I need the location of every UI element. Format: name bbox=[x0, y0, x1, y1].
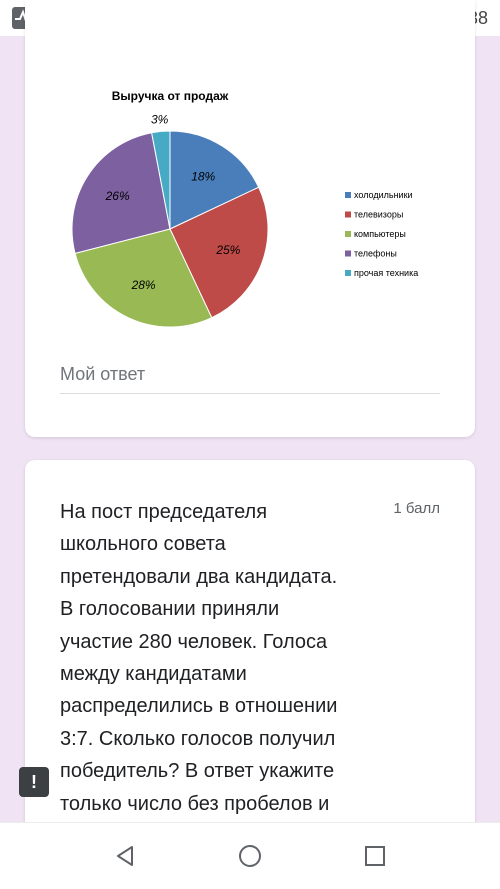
question-card: На пост председателя школьного совета прет… bbox=[25, 460, 475, 880]
legend-swatch bbox=[345, 211, 351, 218]
question-line: 3:7. Сколько голосов получил bbox=[60, 727, 336, 750]
question-line: распределились в отношении bbox=[60, 695, 338, 718]
legend-label: телевизоры bbox=[354, 210, 403, 220]
pie-slice bbox=[169, 130, 260, 230]
legend-swatch bbox=[345, 231, 351, 237]
question-line: участие 280 человек. Голоса bbox=[60, 630, 328, 653]
pie-slice bbox=[74, 228, 213, 328]
legend-label: холодильники bbox=[354, 190, 413, 200]
points-label: 1 балл bbox=[393, 500, 440, 517]
legend-label: телефоны bbox=[354, 249, 397, 259]
slice-label: 26% bbox=[105, 189, 130, 203]
question-card-chart: Выручка от продаж 18% 25% 28% 26% 3% холодил… bbox=[25, 0, 475, 437]
legend-label: компьютеры bbox=[354, 229, 406, 239]
legend-swatch bbox=[345, 192, 351, 198]
slice-label: 28% bbox=[131, 278, 156, 292]
question-line: В голосовании приняли bbox=[60, 598, 280, 621]
question-line: На пост председателя bbox=[60, 501, 268, 523]
back-triangle-icon[interactable] bbox=[110, 841, 140, 871]
home-circle-icon[interactable] bbox=[235, 841, 265, 871]
pie-chart: Выручка от продаж 18% 25% 28% 26% 3% холодил… bbox=[71, 89, 418, 328]
pie-slice bbox=[169, 186, 269, 319]
question-line: претендовали два кандидата. bbox=[60, 565, 338, 588]
chart-title: Выручка от продаж bbox=[112, 89, 229, 103]
question-text: На пост председателя школьного совета прет… bbox=[60, 496, 378, 820]
question-line: только число без пробелов и bbox=[60, 792, 330, 815]
pie-slice bbox=[151, 130, 171, 230]
slice-label: 3% bbox=[151, 112, 169, 126]
answer-input[interactable]: Мой ответ bbox=[60, 364, 146, 384]
legend-swatch bbox=[345, 270, 351, 276]
question-line: школьного совета bbox=[60, 533, 226, 556]
slice-label: 25% bbox=[215, 243, 240, 257]
feedback-icon[interactable]: ! bbox=[19, 767, 49, 797]
legend-label: прочая техника bbox=[354, 268, 418, 278]
question-line: между кандидатами bbox=[60, 663, 247, 686]
navigation-bar bbox=[0, 822, 500, 889]
question-line: победитель? В ответ укажите bbox=[60, 760, 335, 783]
slice-label: 18% bbox=[191, 170, 215, 184]
legend-swatch bbox=[345, 250, 351, 257]
pie-slice bbox=[71, 132, 171, 254]
answer-underline bbox=[60, 393, 440, 394]
recents-square-icon[interactable] bbox=[360, 841, 390, 871]
